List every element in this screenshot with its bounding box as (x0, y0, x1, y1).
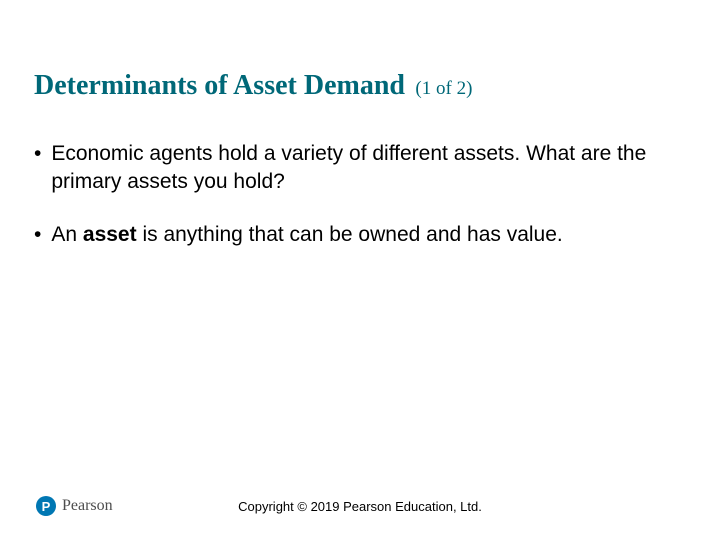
bullet-item: • Economic agents hold a variety of diff… (34, 140, 686, 197)
title-main: Determinants of Asset Demand (34, 70, 405, 101)
slide-title: Determinants of Asset Demand (1 of 2) (34, 70, 472, 102)
footer: P Pearson Copyright © 2019 Pearson Educa… (0, 488, 720, 516)
bullet-marker: • (34, 221, 41, 249)
bullet-item: • An asset is anything that can be owned… (34, 221, 686, 249)
bullet-marker: • (34, 140, 41, 168)
title-sub: (1 of 2) (415, 78, 472, 99)
bullet-text: An asset is anything that can be owned a… (51, 221, 562, 249)
bullet-text: Economic agents hold a variety of differ… (51, 140, 686, 197)
slide: Determinants of Asset Demand (1 of 2) • … (0, 0, 720, 540)
copyright-text: Copyright © 2019 Pearson Education, Ltd. (0, 499, 720, 514)
bullet-list: • Economic agents hold a variety of diff… (34, 140, 686, 273)
